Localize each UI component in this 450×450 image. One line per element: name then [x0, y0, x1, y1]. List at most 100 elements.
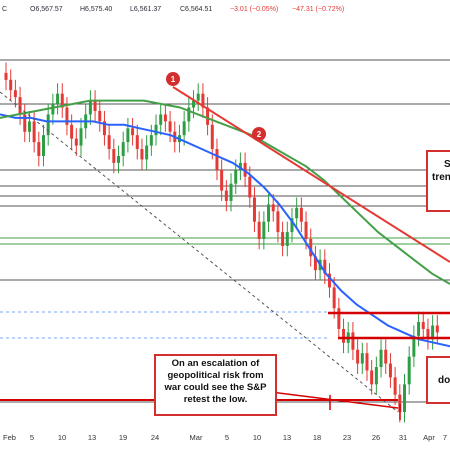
geo-risk-text: On an escalation of geopolitical risk fr…	[164, 358, 267, 405]
candle-body	[74, 138, 78, 146]
ohlc-low: L6,561.37	[130, 6, 161, 13]
ohlc-volume: −47.31 (−0.72%)	[292, 6, 344, 13]
ma-100-line	[0, 113, 450, 348]
candle-body	[51, 104, 55, 115]
candle-body	[88, 100, 92, 115]
x-tick-label: 7	[443, 433, 447, 442]
x-tick-label: 5	[225, 433, 229, 442]
right-annotation-bottom: do	[426, 356, 450, 404]
candle-body	[290, 218, 294, 233]
x-tick-label: 19	[119, 433, 127, 442]
candle-body	[79, 128, 83, 146]
candle-body	[112, 149, 116, 163]
candle-body	[126, 128, 130, 143]
candle-body	[360, 353, 364, 364]
candle-body	[13, 90, 17, 98]
candle-body	[154, 124, 158, 136]
right-annotation-top-line1: S	[444, 159, 450, 170]
candle-body	[412, 335, 416, 357]
candle-body	[224, 190, 228, 201]
ma-200-line	[0, 99, 450, 285]
candle-body	[163, 114, 167, 122]
geo-risk-annotation: On an escalation of geopolitical risk fr…	[154, 354, 277, 416]
x-tick-label: 5	[30, 433, 34, 442]
x-tick-label: 26	[372, 433, 380, 442]
candle-body	[192, 100, 196, 108]
marker-2-label: 2	[257, 130, 262, 139]
candle-body	[342, 328, 346, 343]
x-tick-label: Feb	[3, 433, 16, 442]
candle-body	[107, 135, 111, 150]
candle-body	[149, 135, 153, 146]
candle-body	[281, 232, 285, 246]
right-annotation-bottom-text: do	[438, 375, 450, 386]
candle-body	[210, 124, 214, 150]
candle-body	[234, 169, 238, 184]
candle-body	[135, 135, 139, 150]
candle-body	[356, 349, 360, 364]
candle-body	[351, 332, 355, 350]
ohlc-high: H6,575.40	[80, 6, 112, 13]
candle-body	[168, 121, 172, 132]
ohlc-change: −3.01 (−0.05%)	[230, 6, 278, 13]
candle-body	[421, 322, 425, 329]
marker-1-label: 1	[171, 75, 176, 84]
candle-body	[102, 121, 106, 136]
candle-body	[257, 221, 261, 239]
candle-body	[23, 114, 27, 132]
candle-body	[417, 322, 421, 336]
candle-body	[187, 107, 191, 122]
candle-body	[98, 110, 102, 122]
candle-body	[243, 162, 247, 177]
candle-body	[65, 107, 69, 125]
candle-body	[42, 135, 46, 156]
candle-body	[262, 221, 266, 239]
marker-1: 1	[166, 72, 180, 86]
candle-body	[4, 72, 8, 80]
candle-body	[145, 145, 149, 160]
candle-body	[276, 211, 280, 233]
candle-body	[196, 93, 200, 101]
candle-body	[140, 149, 144, 160]
x-tick-label: 31	[399, 433, 407, 442]
candle-body	[271, 204, 275, 212]
candle-body	[206, 107, 210, 125]
candle-body	[309, 239, 313, 257]
dotted-trendline	[0, 91, 399, 413]
ohlc-open: O6,567.57	[30, 6, 63, 13]
candle-body	[332, 287, 336, 309]
candle-body	[159, 114, 163, 125]
candle-body	[201, 93, 205, 108]
candle-body	[393, 377, 397, 395]
candle-body	[56, 93, 60, 105]
marker-2: 2	[252, 127, 266, 141]
candle-body	[379, 349, 383, 368]
candle-body	[27, 121, 31, 132]
candle-body	[215, 149, 219, 170]
x-tick-label: 10	[58, 433, 66, 442]
candle-body	[267, 204, 271, 222]
candle-body	[117, 155, 121, 163]
candle-body	[327, 273, 331, 288]
candlesticks	[4, 62, 439, 423]
candle-body	[93, 100, 97, 111]
x-tick-label: 13	[88, 433, 96, 442]
candle-body	[37, 142, 41, 156]
candle-body	[337, 308, 341, 329]
candle-body	[182, 121, 186, 136]
candle-body	[384, 349, 388, 364]
candle-body	[46, 114, 50, 136]
right-annotation-top-line2: tren	[432, 172, 450, 183]
candle-body	[220, 169, 224, 191]
x-tick-label: Apr	[423, 433, 435, 442]
candle-body	[426, 328, 430, 340]
x-tick-label: 24	[151, 433, 159, 442]
x-tick-label: Mar	[190, 433, 203, 442]
candle-body	[252, 197, 256, 222]
candle-body	[435, 325, 439, 333]
candle-body	[60, 93, 64, 108]
candle-body	[388, 363, 392, 378]
ohlc-close: C6,564.51	[180, 6, 212, 13]
x-tick-label: 13	[283, 433, 291, 442]
candle-body	[299, 207, 303, 222]
